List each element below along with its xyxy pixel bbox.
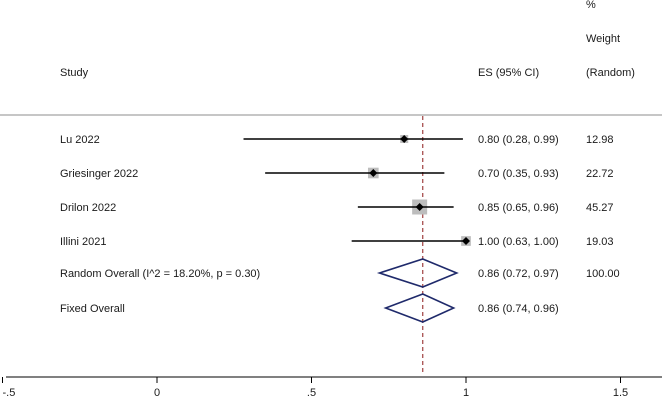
pooled-label: Fixed Overall [60, 303, 125, 315]
study-label: Griesinger 2022 [60, 168, 138, 180]
point-estimate-marker [462, 237, 470, 245]
x-tick-label: .5 [307, 387, 316, 399]
study-label: Lu 2022 [60, 134, 100, 146]
study-label: Illini 2021 [60, 236, 106, 248]
weight-label: 22.72 [586, 168, 614, 180]
weight-label: 45.27 [586, 202, 614, 214]
pooled-weight-label: 100.00 [586, 268, 620, 280]
study-header: Study [60, 67, 89, 79]
pooled-effect-size-label: 0.86 (0.72, 0.97) [478, 268, 559, 280]
forest-marks: Lu 2022 0.80 (0.28, 0.99) 12.98 Griesinger … [60, 116, 620, 374]
weight-header-percent: % [586, 0, 596, 11]
weight-label: 12.98 [586, 134, 614, 146]
effect-size-label: 0.85 (0.65, 0.96) [478, 202, 559, 214]
study-label: Drilon 2022 [60, 202, 116, 214]
x-tick-label: 0 [154, 387, 160, 399]
es-header: ES (95% CI) [478, 67, 539, 79]
pooled-diamond [376, 258, 459, 288]
pooled-effect-size-label: 0.86 (0.74, 0.96) [478, 303, 559, 315]
effect-size-label: 1.00 (0.63, 1.00) [478, 236, 559, 248]
x-axis: -.5 0 .5 1 1.5 [2, 376, 662, 399]
point-estimate-marker [415, 203, 424, 211]
point-estimate-marker [369, 169, 378, 177]
point-estimate-marker [400, 135, 409, 143]
effect-size-label: 0.70 (0.35, 0.93) [478, 168, 559, 180]
pooled-label: Random Overall (I^2 = 18.20%, p = 0.30) [60, 268, 260, 280]
weight-header-random: (Random) [586, 67, 635, 79]
weight-header-weight: Weight [586, 33, 620, 45]
x-tick-label: 1 [463, 387, 469, 399]
x-tick-label: 1.5 [613, 387, 628, 399]
weight-label: 19.03 [586, 236, 614, 248]
pooled-diamond [383, 293, 456, 323]
effect-size-label: 0.80 (0.28, 0.99) [478, 134, 559, 146]
x-tick-label: -.5 [3, 387, 16, 399]
